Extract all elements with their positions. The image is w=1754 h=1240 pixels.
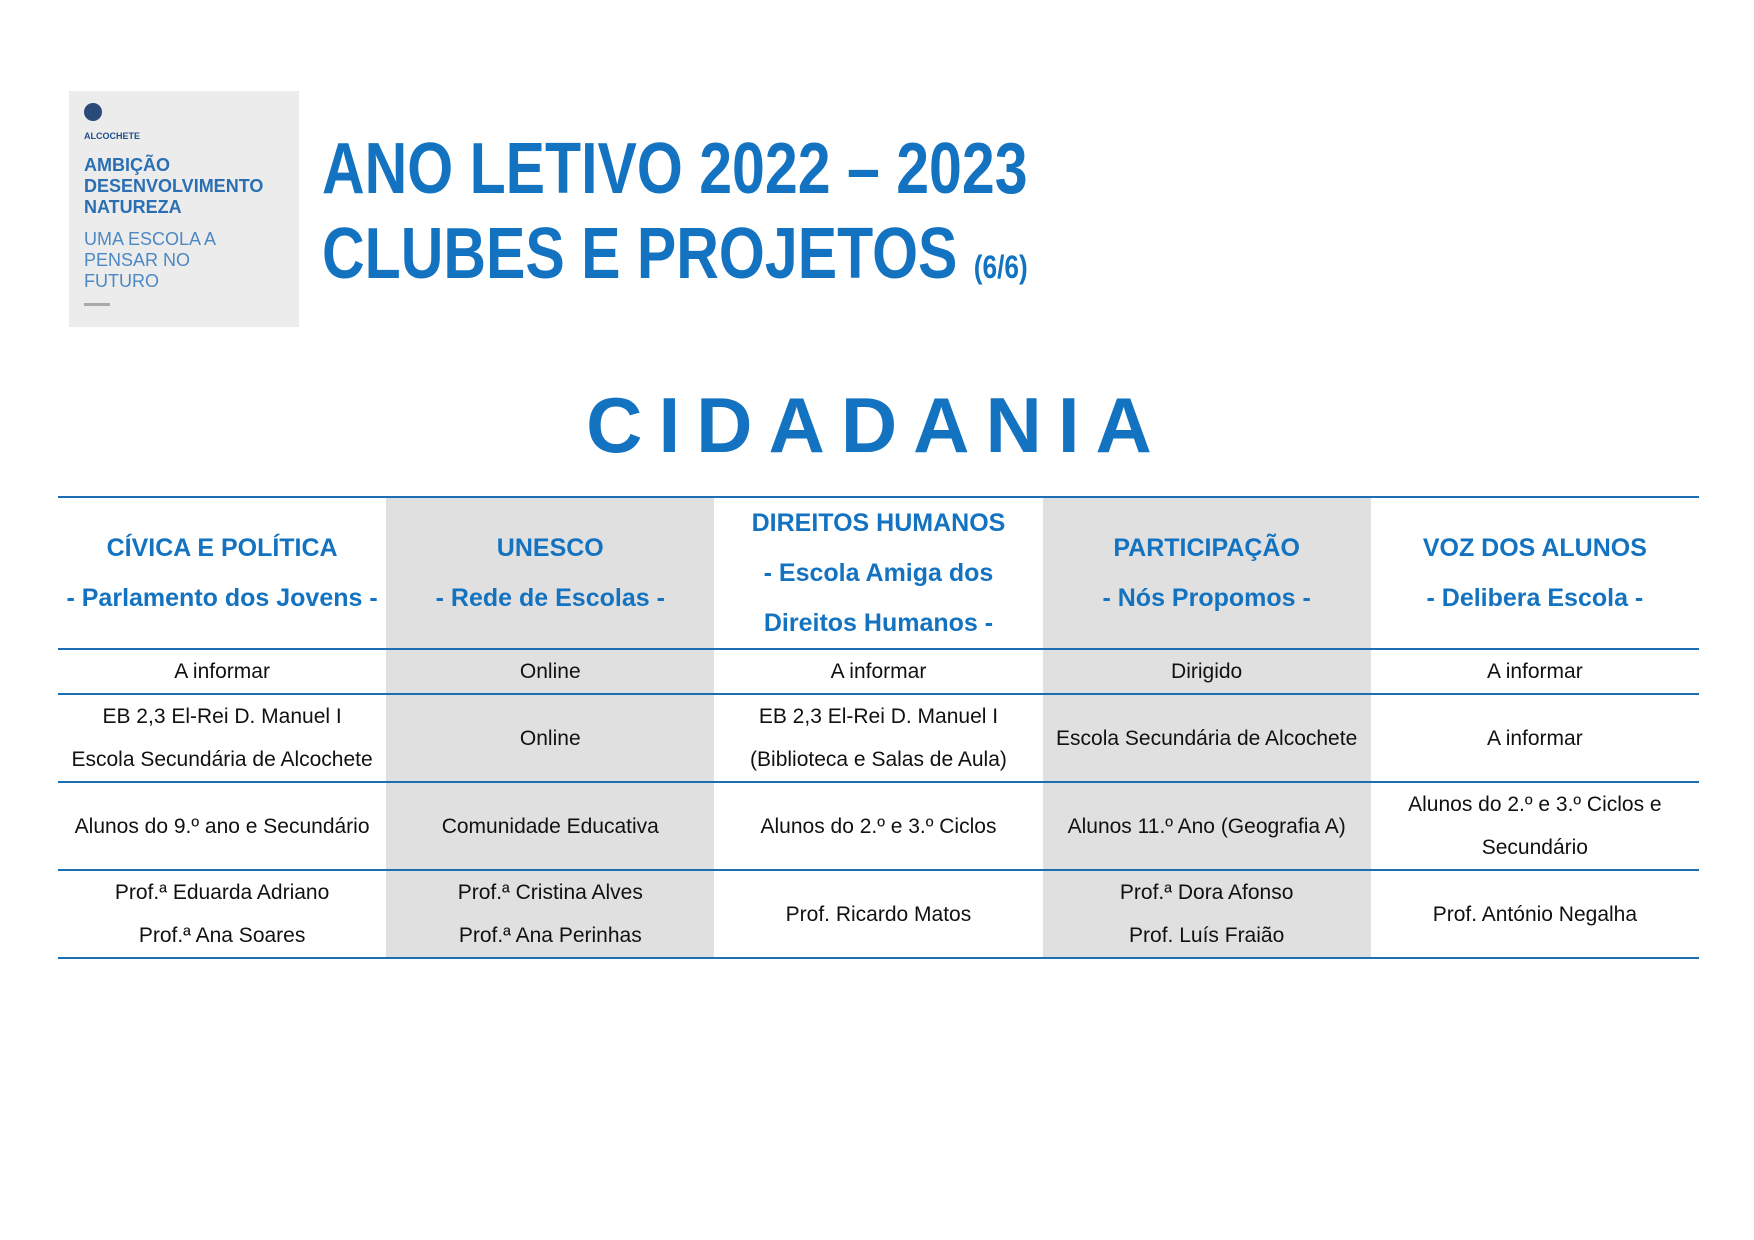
cell-line: Prof. António Negalha <box>1432 902 1638 926</box>
logo-line: NATUREZA <box>84 197 182 217</box>
header-cell: CÍVICA E POLÍTICA - Parlamento dos Jovens… <box>58 496 387 650</box>
cell-line: Alunos 11.º Ano (Geografia A) <box>1067 814 1346 838</box>
logo-tagline: UMA ESCOLA A PENSAR NO FUTURO <box>84 229 216 292</box>
column-subtitle: - Parlamento dos Jovens - <box>66 584 378 612</box>
cell-line: EB 2,3 El-Rei D. Manuel I <box>758 705 999 728</box>
logo-motto: AMBIÇÃO DESENVOLVIMENTO NATUREZA <box>84 155 263 218</box>
table-cell: Prof.ª Dora Afonso Prof. Luís Fraião <box>1042 869 1371 959</box>
cell-line: Prof.ª Dora Afonso <box>1119 881 1294 904</box>
cell-line: Online <box>519 726 581 750</box>
logo-line: DESENVOLVIMENTO <box>84 176 264 196</box>
cell-line: EB 2,3 El-Rei D. Manuel I <box>102 705 342 728</box>
table-cell: Online <box>386 693 715 783</box>
header-cell: UNESCO - Rede de Escolas - <box>386 496 715 650</box>
table-cell: A informar <box>714 648 1043 695</box>
table-cell: Alunos do 2.º e 3.º Ciclos e Secundário <box>1370 781 1699 871</box>
cell-line: Prof. Ricardo Matos <box>785 902 972 926</box>
cell-line: Alunos do 2.º e 3.º Ciclos e Secundário <box>1408 793 1662 859</box>
column-title: PARTICIPAÇÃO <box>1113 534 1300 562</box>
header-cell: DIREITOS HUMANOS - Escola Amiga dos Direi… <box>714 496 1043 650</box>
cell-line: Alunos do 9.º ano e Secundário <box>74 814 370 838</box>
table-cell: Alunos 11.º Ano (Geografia A) <box>1042 781 1371 871</box>
cell-line: Prof.ª Cristina Alves <box>457 881 643 904</box>
logo-brand: ALCOCHETE <box>84 131 140 141</box>
column-title: CÍVICA E POLÍTICA <box>106 534 338 562</box>
table-cell: Prof. António Negalha <box>1370 869 1699 959</box>
cell-line: (Biblioteca e Salas de Aula) <box>750 748 1007 771</box>
logo-line: FUTURO <box>84 271 159 291</box>
table: CÍVICA E POLÍTICA - Parlamento dos Jovens… <box>58 496 1699 959</box>
column-subtitle: - Rede de Escolas - <box>435 584 665 612</box>
column-subtitle: - Escola Amiga dos Direitos Humanos - <box>763 559 994 637</box>
logo-bar <box>84 303 110 306</box>
logo-emblem <box>84 103 102 121</box>
cell-line: Escola Secundária de Alcochete <box>71 748 373 771</box>
cell-line: Prof.ª Eduarda Adriano <box>114 881 330 904</box>
cell-line: Comunidade Educativa <box>441 814 659 838</box>
table-row: Alunos do 9.º ano e Secundário Comunidade… <box>58 781 1699 871</box>
logo-line: UMA ESCOLA A <box>84 229 217 249</box>
cell-line: Escola Secundária de Alcochete <box>1056 726 1358 750</box>
cell-line: Prof. Luís Fraião <box>1129 924 1285 947</box>
column-title: DIREITOS HUMANOS <box>751 509 1006 537</box>
table-cell: A informar <box>1370 648 1699 695</box>
column-subtitle: - Delibera Escola - <box>1426 584 1644 612</box>
table-cell: Escola Secundária de Alcochete <box>1042 693 1371 783</box>
logo: ALCOCHETE AMBIÇÃO DESENVOLVIMENTO NATURE… <box>69 91 299 327</box>
table-cell: EB 2,3 El-Rei D. Manuel I Escola Secundár… <box>58 693 387 783</box>
header-row: CÍVICA E POLÍTICA - Parlamento dos Jovens… <box>58 496 1699 650</box>
header-cell: PARTICIPAÇÃO - Nós Propomos - <box>1042 496 1371 650</box>
cell-line: A informar <box>1487 660 1583 683</box>
cell-line: A informar <box>1487 726 1583 750</box>
table-row: Prof.ª Eduarda Adriano Prof.ª Ana Soares P… <box>58 869 1699 959</box>
table-cell: Alunos do 2.º e 3.º Ciclos <box>714 781 1043 871</box>
table-cell: A informar <box>1370 693 1699 783</box>
title: ANO LETIVO 2022 – 2023 <box>322 129 1028 209</box>
table-row: EB 2,3 El-Rei D. Manuel I Escola Secundár… <box>58 693 1699 783</box>
logo-line: PENSAR NO <box>84 250 191 270</box>
table-cell: Prof. Ricardo Matos <box>714 869 1043 959</box>
table-cell: Online <box>386 648 715 695</box>
cell-line: Online <box>519 660 581 683</box>
table-cell: Dirigido <box>1042 648 1371 695</box>
cell-line: Prof.ª Ana Perinhas <box>458 924 642 947</box>
cell-line: Dirigido <box>1171 660 1243 683</box>
cell-line: Prof.ª Ana Soares <box>138 924 306 947</box>
table-body: CÍVICA E POLÍTICA - Parlamento dos Jovens… <box>58 496 1699 959</box>
column-title: UNESCO <box>496 534 604 562</box>
logo-line: AMBIÇÃO <box>84 155 170 175</box>
column-title: VOZ DOS ALUNOS <box>1422 534 1647 562</box>
table-cell: Prof.ª Eduarda Adriano Prof.ª Ana Soares <box>58 869 387 959</box>
section-title: CIDADANIA <box>586 381 1168 469</box>
cell-line: A informar <box>830 660 927 683</box>
header-cell: VOZ DOS ALUNOS - Delibera Escola - <box>1370 496 1699 650</box>
table-row: A informar Online A informar Dirigido A info… <box>58 648 1699 695</box>
page-number: (6/6) <box>973 249 1028 285</box>
table-cell: EB 2,3 El-Rei D. Manuel I (Biblioteca e S… <box>714 693 1043 783</box>
table-cell: Alunos do 9.º ano e Secundário <box>58 781 387 871</box>
subtitle-text: CLUBES E PROJETOS <box>322 214 958 294</box>
table-cell: A informar <box>58 648 387 695</box>
cell-line: A informar <box>174 660 270 683</box>
table-cell: Comunidade Educativa <box>386 781 715 871</box>
cell-line: Alunos do 2.º e 3.º Ciclos <box>760 814 997 838</box>
subtitle: CLUBES E PROJETOS (6/6) <box>322 218 1028 290</box>
column-subtitle: - Nós Propomos - <box>1102 584 1311 612</box>
table-cell: Prof.ª Cristina Alves Prof.ª Ana Perinhas <box>386 869 715 959</box>
